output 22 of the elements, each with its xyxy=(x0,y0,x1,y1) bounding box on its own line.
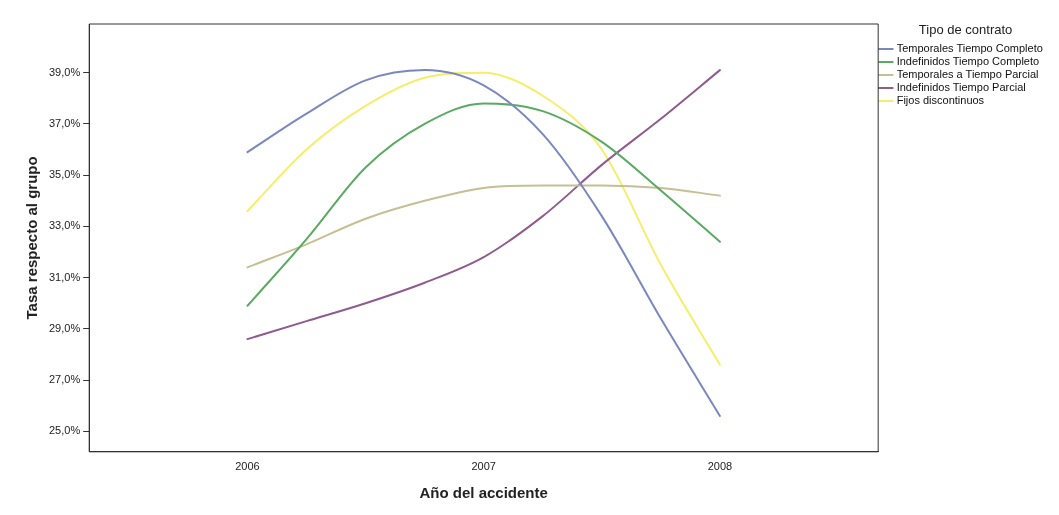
legend-label: Indefinidos Tiempo Completo xyxy=(896,55,1040,68)
y-tick-label: 33,0% xyxy=(48,219,81,232)
x-tick-label: 2008 xyxy=(707,460,733,473)
legend-title: Tipo de contrato xyxy=(918,22,1013,38)
y-tick-label: 29,0% xyxy=(48,321,81,334)
legend-label: Fijos discontinuos xyxy=(896,94,985,107)
x-tick-label: 2006 xyxy=(235,460,260,473)
legend-label: Temporales Tiempo Completo xyxy=(896,42,1043,55)
y-tick-label: 37,0% xyxy=(48,116,81,129)
y-tick-label: 39,0% xyxy=(48,65,81,78)
y-tick-label: 31,0% xyxy=(48,270,81,283)
y-axis-title: Tasa respecto al grupo xyxy=(23,156,41,320)
y-tick-label: 27,0% xyxy=(48,373,81,386)
y-tick-label: 25,0% xyxy=(48,424,81,437)
line-series xyxy=(246,184,721,269)
y-tick-label: 35,0% xyxy=(48,168,81,181)
legend-label: Temporales a Tiempo Parcial xyxy=(896,68,1039,81)
line-series xyxy=(246,102,721,307)
legend-label: Indefinidos Tiempo Parcial xyxy=(896,81,1026,94)
x-tick-label: 2007 xyxy=(471,460,496,473)
x-axis-title: Año del accidente xyxy=(419,484,548,502)
line-series xyxy=(246,69,721,417)
